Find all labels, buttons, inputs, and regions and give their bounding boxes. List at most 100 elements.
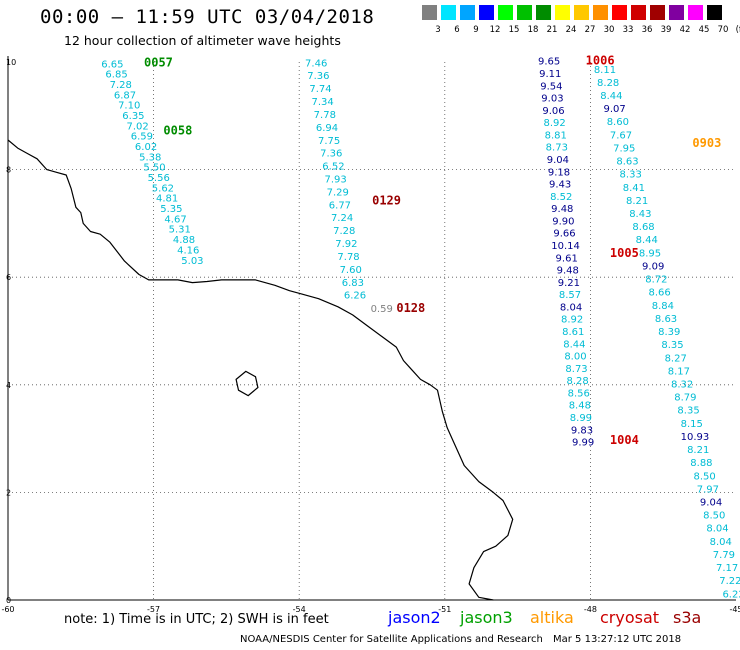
pass-time-label: 1005 [610,246,639,260]
wave-height-value: 8.73 [546,143,568,154]
wave-height-value: 9.90 [552,216,574,227]
scale-swatch [460,5,475,20]
lon-tick-label: -51 [438,605,451,614]
lon-tick-label: -54 [293,605,306,614]
scale-swatch [517,5,532,20]
wave-height-value: 6.87 [114,90,136,101]
wave-height-value: 7.92 [335,239,357,250]
wave-height-value: 8.66 [648,288,670,299]
scale-swatch [669,5,684,20]
wave-height-value: 9.48 [557,266,579,277]
scale-swatch [688,5,703,20]
wave-height-value: 5.03 [181,256,203,267]
lat-tick-label: 4 [6,381,11,390]
wave-height-value: 5.35 [160,204,182,215]
wave-height-value: 8.33 [620,170,642,181]
wave-height-value: 9.03 [541,94,563,105]
wave-height-value: 7.24 [331,213,353,224]
wave-height-value: 9.09 [642,261,664,272]
wave-height-value: 7.97 [697,484,719,495]
wave-height-value: 7.78 [314,110,336,121]
wave-height-value: 8.60 [607,117,629,128]
wave-height-value: 8.92 [561,315,583,326]
wave-height-value: 7.46 [305,58,327,69]
pass-time-label: 0903 [692,136,721,150]
wave-height-value: 7.93 [324,175,346,186]
wave-height-value: 8.63 [655,314,677,325]
wave-height-value: 8.21 [626,196,648,207]
wave-height-value: 8.61 [562,327,584,338]
credit-line: NOAA/NESDIS Center for Satellite Applica… [240,634,543,645]
wave-height-value: 8.04 [706,524,728,535]
wave-height-value: 5.62 [152,183,174,194]
wave-height-value: 8.44 [600,91,622,102]
scale-label: 30 [603,25,615,35]
wave-height-value: 8.99 [570,413,592,424]
wave-height-value: 7.36 [307,71,329,82]
legend-s3a: s3a [673,608,702,627]
wave-height-value: 8.56 [568,388,590,399]
wave-height-value: 9.07 [603,104,625,115]
wave-height-value: 8.95 [639,248,661,259]
units-note: note: 1) Time is in UTC; 2) SWH is in fe… [64,612,329,627]
wave-height-value: 8.35 [677,406,699,417]
wave-height-value: 8.35 [661,340,683,351]
wave-height-value: 6.83 [342,278,364,289]
wave-height-value: 8.52 [550,192,572,203]
scale-label: 42 [679,25,691,35]
wave-height-value: 7.78 [337,252,359,263]
wave-height-value: 10.14 [551,241,580,252]
wave-height-value: 5.56 [148,173,170,184]
wave-height-value: 9.61 [556,253,578,264]
wave-height-value: 7.67 [610,130,632,141]
scale-swatch [441,5,456,20]
wave-height-value: 7.28 [110,80,132,91]
scale-label: 6 [454,25,460,35]
scale-label: 45 [698,25,710,35]
map-subtitle: 12 hour collection of altimeter wave hei… [64,33,341,48]
scale-unit: (ft) [735,25,740,35]
wave-height-value: 4.81 [156,194,178,205]
scale-swatch [536,5,551,20]
wave-height-value: 8.84 [652,301,674,312]
wave-height-value: 7.74 [309,84,331,95]
lon-tick-label: -48 [584,605,597,614]
wave-height-value: 9.18 [548,167,570,178]
generated-timestamp: Mar 5 13:27:12 UTC 2018 [553,634,682,645]
wave-height-value: 8.57 [559,290,581,301]
wave-height-value: 7.22 [719,576,740,587]
wave-height-value: 6.85 [105,70,127,81]
wave-height-value: 4.16 [177,245,199,256]
wave-height-value: 10.93 [681,432,710,443]
wave-height-value: 8.88 [690,458,712,469]
wave-height-value: 7.10 [118,101,140,112]
wave-height-value: 7.28 [333,226,355,237]
pass-time-label: 1004 [610,433,639,447]
scale-swatch [574,5,589,20]
scale-label: 39 [660,25,672,35]
island-outline [235,370,259,397]
wave-height-value: 8.28 [597,78,619,89]
wave-height-value: 8.48 [569,401,591,412]
wave-height-value: 8.41 [623,183,645,194]
wave-height-value: 8.68 [632,222,654,233]
wave-height-value: 7.36 [320,149,342,160]
wave-height-value: 8.15 [681,419,703,430]
wave-height-value: 9.65 [538,57,560,68]
pass-time-label: 0058 [163,124,192,138]
legend-altika: altika [530,608,574,627]
coastline [7,139,514,601]
scale-swatch [422,5,437,20]
wave-height-value: 8.32 [671,379,693,390]
scale-label: 9 [473,25,479,35]
legend-jason2: jason2 [388,608,441,627]
wave-height-value: 7.60 [340,265,362,276]
lon-tick-label: -60 [1,605,14,614]
wave-height-value: 7.29 [327,187,349,198]
wave-height-value: 9.11 [539,69,561,80]
wave-height-value: 9.99 [572,438,594,449]
scale-label: 70 [717,25,729,35]
wave-height-value: 8.44 [636,235,658,246]
lat-tick-label: 6 [6,273,11,282]
